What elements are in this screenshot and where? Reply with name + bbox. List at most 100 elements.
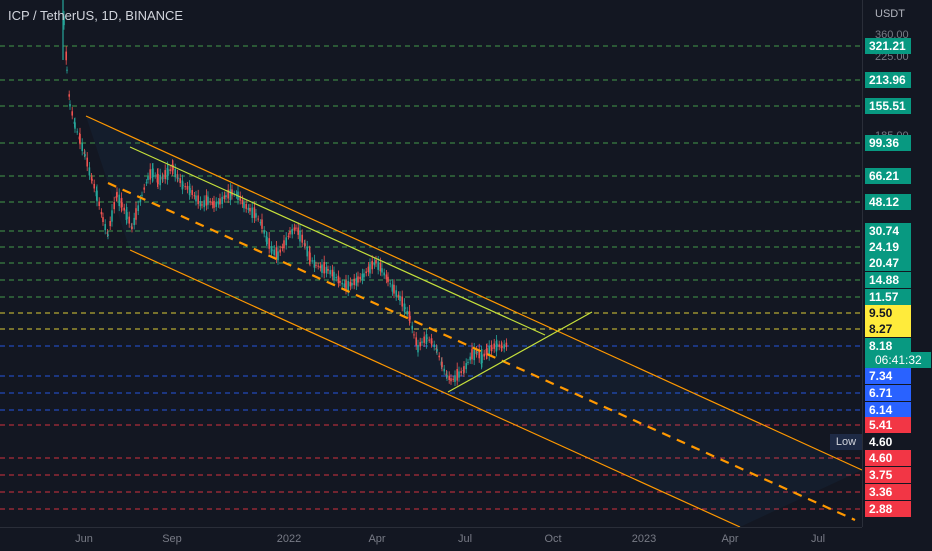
candle-body (182, 184, 184, 186)
candle-body (450, 378, 452, 382)
candle-body (239, 195, 241, 201)
channel-fill (86, 116, 862, 527)
candle-body (406, 310, 408, 315)
price-label: 8.27 (865, 321, 911, 337)
candle-body (162, 177, 164, 179)
candle-body (88, 167, 91, 176)
candle-body (179, 178, 181, 184)
candle-body (404, 307, 406, 310)
candle-body (213, 200, 215, 208)
candle-body (270, 246, 273, 253)
price-label: 4.60 (865, 450, 911, 466)
candle-body (469, 356, 471, 361)
bar-countdown: 06:41:32 (865, 352, 931, 368)
candle-body (351, 283, 353, 286)
price-label: 5.41 (865, 417, 911, 433)
candle-body (463, 366, 465, 373)
candle-body (339, 280, 341, 283)
candle-body (172, 164, 174, 171)
candle-body (126, 212, 128, 220)
candle-body (121, 202, 123, 207)
candle-body (488, 346, 490, 357)
candle-body (299, 230, 301, 242)
candle-body (131, 226, 133, 229)
candle-body (355, 277, 358, 286)
time-axis[interactable]: Jun Sep 2022 Apr Jul Oct 2023 Apr Jul (0, 527, 862, 551)
candle-body (104, 224, 106, 231)
chart-area[interactable]: ICP / TetherUS, 1D, BINANCE (0, 0, 862, 527)
price-chart[interactable] (0, 0, 862, 527)
candle-body (203, 200, 205, 208)
time-label: Jul (457, 533, 473, 545)
candle-body (417, 344, 419, 353)
candle-body (321, 264, 323, 273)
candle-body (137, 205, 139, 212)
price-label: 155.51 (865, 98, 911, 114)
candle-body (211, 201, 214, 205)
candle-body (389, 283, 391, 285)
candle-body (304, 243, 306, 247)
candle-body (493, 343, 495, 349)
candle-body (83, 152, 86, 154)
candle-body (337, 275, 340, 284)
time-label: 2023 (631, 533, 657, 545)
candle-body (91, 178, 93, 181)
candle-body (486, 348, 488, 355)
candle-body (473, 349, 475, 361)
candle-body (143, 187, 145, 190)
candle-body (76, 131, 78, 133)
candle-body (135, 208, 137, 220)
candle-body (193, 195, 196, 197)
candle-body (293, 227, 296, 231)
candle-body (433, 344, 435, 348)
candle-body (255, 213, 257, 218)
candle-body (381, 268, 383, 273)
price-scale[interactable]: USDT 360.00225.00185.00321.21213.96155.5… (862, 0, 932, 527)
candle-body (413, 334, 415, 336)
candle-body (205, 195, 208, 206)
candle-body (209, 201, 211, 203)
candle-body (249, 208, 251, 212)
candle-body (387, 276, 389, 283)
candle-body (313, 259, 316, 268)
candle-body (133, 217, 135, 226)
candle-body (363, 273, 365, 278)
candle-body (397, 294, 400, 297)
candle-body (177, 177, 179, 179)
candle-body (431, 341, 433, 343)
candle-body (123, 207, 125, 211)
candle-body (428, 339, 430, 341)
candle-body (481, 354, 483, 364)
price-label: 20.47 (865, 255, 911, 271)
candle-body (231, 189, 233, 196)
candle-body (297, 227, 299, 235)
candle-body (98, 201, 100, 207)
candle-body (106, 232, 109, 234)
candle-body (498, 344, 500, 347)
symbol-legend[interactable]: ICP / TetherUS, 1D, BINANCE (8, 8, 184, 23)
candle-body (309, 252, 311, 262)
price-label: 66.21 (865, 168, 911, 184)
candle-body (345, 280, 347, 290)
candle-body (467, 361, 469, 363)
candle-body (331, 269, 334, 277)
candle-body (306, 246, 308, 257)
candle-body (111, 210, 113, 222)
candle-body (201, 204, 203, 206)
candle-body (323, 262, 325, 274)
candle-body (221, 196, 223, 204)
candle-body (319, 265, 322, 269)
candle-body (335, 277, 337, 279)
candle-body (227, 189, 229, 199)
candle-body (391, 284, 394, 292)
candle-body (115, 196, 118, 199)
candle-body (223, 195, 226, 200)
candle-body (283, 240, 285, 249)
candle-body (443, 368, 445, 372)
candle-body (84, 154, 86, 157)
price-label: 4.60 (865, 434, 911, 450)
time-label: 2022 (276, 533, 302, 545)
candle-body (333, 271, 335, 280)
candle-body (347, 281, 349, 292)
price-label: 48.12 (865, 194, 911, 210)
